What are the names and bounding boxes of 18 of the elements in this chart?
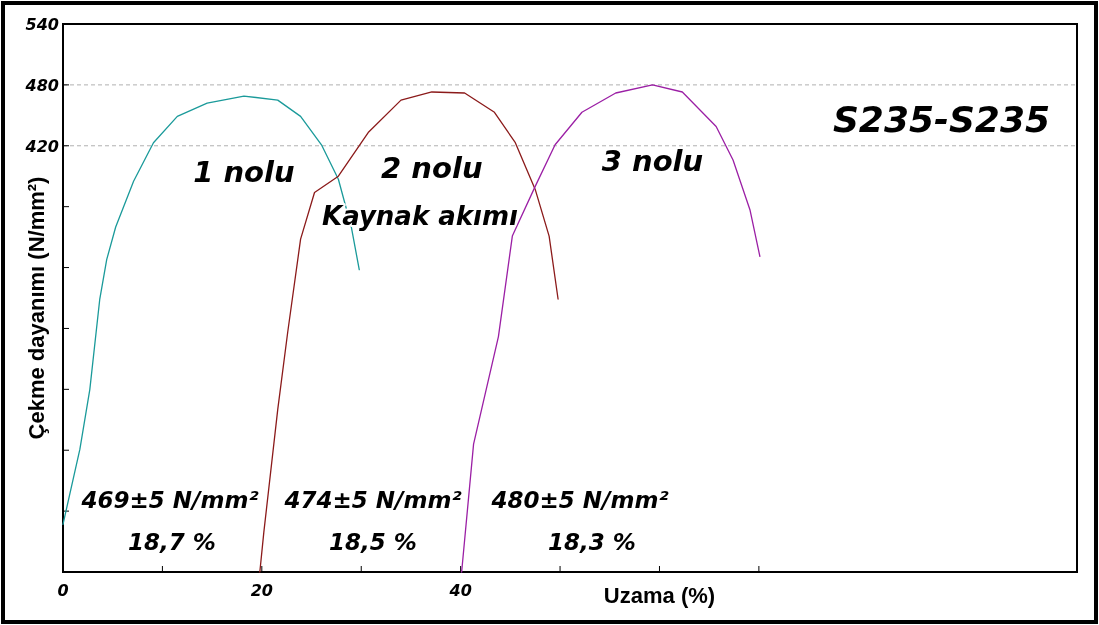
series-label: 1 nolu [193, 155, 295, 190]
y-tick-label: 480 [24, 75, 59, 95]
annotation: 18,7 % [128, 529, 216, 555]
annotation: 18,3 % [548, 529, 636, 555]
series-label: 3 nolu [601, 143, 704, 178]
x-tick-label: 20 [250, 581, 273, 600]
y-tick-label: 540 [25, 15, 59, 34]
y-tick-label: 420 [24, 136, 59, 156]
text: S235-S235 [832, 99, 1050, 140]
series-label: 2 nolu [381, 150, 483, 185]
annotation: 18,5 % [329, 529, 417, 555]
annotation: 474±5 N/mm² [283, 487, 462, 513]
annotation: 480±5 N/mm² [490, 487, 669, 513]
x-axis-title: Uzama (%) [603, 583, 716, 608]
y-axis-title: Çekme dayanımı (N/mm²) [24, 176, 49, 440]
x-tick-label: 40 [448, 581, 472, 600]
x-tick-label: 0 [57, 581, 69, 600]
annotation: 469±5 N/mm² [80, 487, 259, 513]
